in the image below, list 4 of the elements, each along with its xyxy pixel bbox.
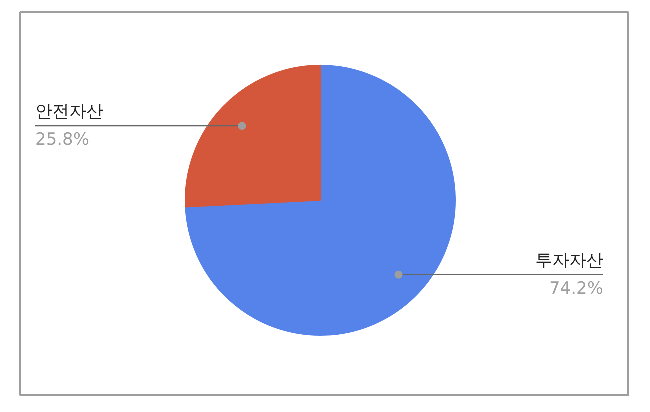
data-label: 25.8%: [36, 130, 90, 150]
slice-label: 안전자산: [36, 102, 104, 122]
slice-label: 투자자산: [536, 250, 604, 271]
data-label: 74.2%: [549, 278, 604, 299]
